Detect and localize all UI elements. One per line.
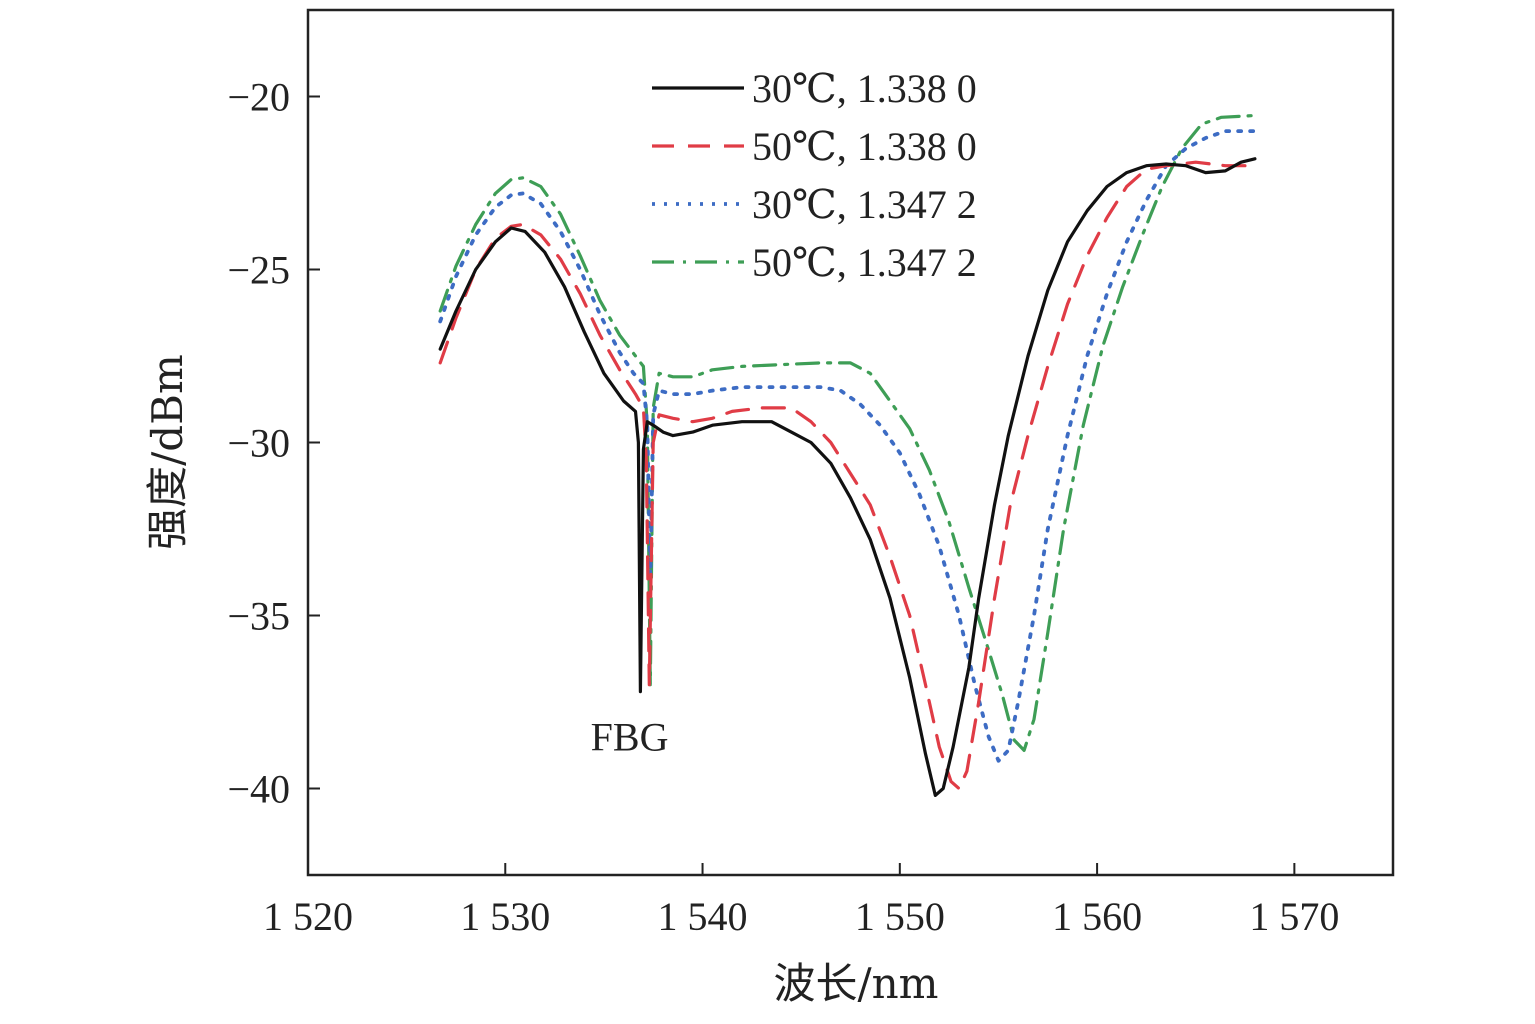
x-axis-title: 波长/nm <box>773 959 938 1008</box>
y-tick-label: −30 <box>227 421 290 466</box>
series-line <box>438 113 1257 752</box>
legend-label: 50℃, 1.347 2 <box>752 240 977 285</box>
y-axis: −20 −25 −30 −35 −40 <box>227 75 320 812</box>
series-line <box>438 157 1257 791</box>
series-layer <box>438 113 1257 797</box>
x-tick-label: 1 540 <box>658 894 748 939</box>
legend-label: 30℃, 1.338 0 <box>752 66 977 111</box>
legend-label: 50℃, 1.338 0 <box>752 124 977 169</box>
y-tick-label: −35 <box>227 594 290 639</box>
series-line <box>438 129 1257 763</box>
x-tick-label: 1 530 <box>460 894 550 939</box>
x-tick-label: 1 560 <box>1052 894 1142 939</box>
x-axis: 1 520 1 530 1 540 1 550 1 560 1 570 <box>263 863 1339 939</box>
y-tick-label: −40 <box>227 767 290 812</box>
series-line <box>438 157 1257 797</box>
legend-label: 30℃, 1.347 2 <box>752 182 977 227</box>
y-tick-label: −20 <box>227 75 290 120</box>
y-axis-title: 强度/dBm <box>143 354 192 550</box>
x-tick-label: 1 520 <box>263 894 353 939</box>
legend: 30℃, 1.338 0 50℃, 1.338 0 30℃, 1.347 2 50℃,… <box>652 66 977 285</box>
y-tick-label: −25 <box>227 248 290 293</box>
x-tick-label: 1 570 <box>1249 894 1339 939</box>
annotation-fbg: FBG <box>591 715 669 760</box>
x-tick-label: 1 550 <box>855 894 945 939</box>
